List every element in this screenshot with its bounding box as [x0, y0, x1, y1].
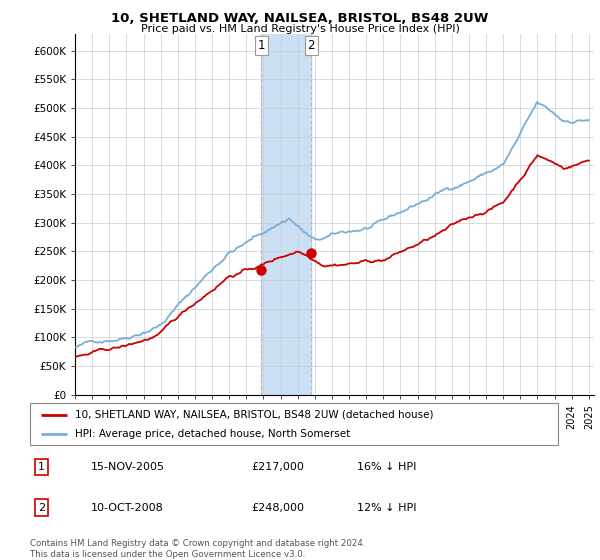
Text: 2: 2 [38, 502, 45, 512]
Bar [262, 34, 311, 395]
Text: 16% ↓ HPI: 16% ↓ HPI [358, 462, 417, 472]
Text: £217,000: £217,000 [252, 462, 305, 472]
Text: 2: 2 [307, 39, 315, 52]
Text: 1: 1 [38, 462, 45, 472]
Text: 10-OCT-2008: 10-OCT-2008 [91, 502, 163, 512]
Text: 1: 1 [257, 39, 265, 52]
Text: 10, SHETLAND WAY, NAILSEA, BRISTOL, BS48 2UW (detached house): 10, SHETLAND WAY, NAILSEA, BRISTOL, BS48… [75, 409, 433, 419]
Text: Price paid vs. HM Land Registry's House Price Index (HPI): Price paid vs. HM Land Registry's House … [140, 24, 460, 34]
Text: 10, SHETLAND WAY, NAILSEA, BRISTOL, BS48 2UW: 10, SHETLAND WAY, NAILSEA, BRISTOL, BS48… [112, 12, 488, 25]
Text: HPI: Average price, detached house, North Somerset: HPI: Average price, detached house, Nort… [75, 429, 350, 439]
Text: £248,000: £248,000 [252, 502, 305, 512]
Text: Contains HM Land Registry data © Crown copyright and database right 2024.
This d: Contains HM Land Registry data © Crown c… [30, 539, 365, 559]
Text: 12% ↓ HPI: 12% ↓ HPI [358, 502, 417, 512]
Text: 15-NOV-2005: 15-NOV-2005 [91, 462, 165, 472]
